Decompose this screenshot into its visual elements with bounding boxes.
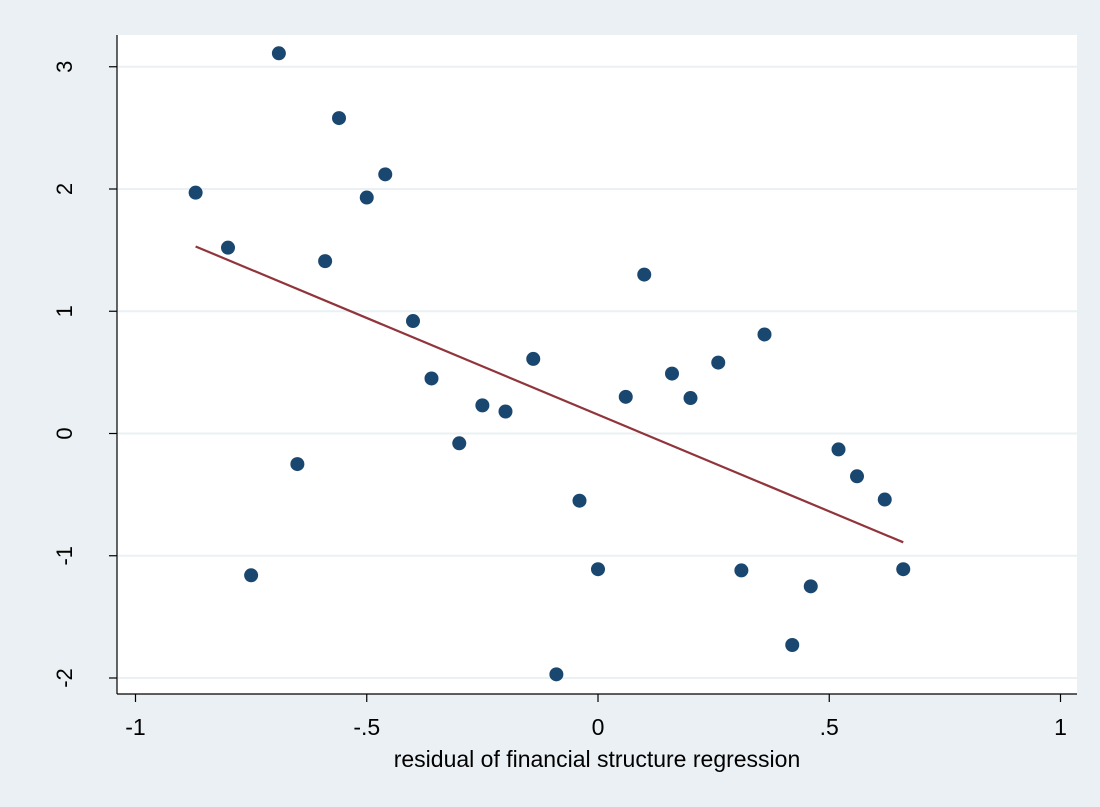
scatter-point — [318, 254, 333, 269]
scatter-point — [637, 267, 652, 282]
scatter-point — [406, 314, 420, 329]
scatter-point — [803, 579, 818, 594]
scatter-point — [424, 371, 439, 386]
gridlines — [118, 65, 1077, 679]
x-tick-label: -1 — [125, 714, 145, 740]
scatter-point — [850, 469, 864, 484]
x-tick-label: 1 — [1054, 714, 1067, 740]
scatter-point — [221, 240, 235, 255]
scatter-point — [683, 391, 698, 406]
scatter-point — [734, 563, 749, 578]
x-tick-label: 0 — [592, 714, 605, 740]
plot-area — [117, 35, 1077, 694]
scatter-point — [378, 167, 393, 182]
x-axis-title: residual of financial structure regressi… — [394, 746, 801, 772]
fitted-line-group — [195, 245, 904, 544]
scatter-point — [475, 398, 490, 413]
y-tick-label: 3 — [52, 61, 77, 73]
scatter-point — [757, 327, 772, 342]
scatter-point — [831, 442, 846, 457]
scatter-point — [332, 111, 346, 126]
scatter-point — [244, 568, 259, 583]
x-tick-label: .5 — [820, 714, 839, 740]
scatter-point — [785, 637, 800, 652]
scatter-point — [572, 493, 587, 508]
scatter-point — [271, 46, 286, 61]
scatter-point — [877, 492, 892, 507]
scatter-point — [618, 389, 633, 404]
scatter-point — [591, 562, 605, 577]
scatter-point — [452, 436, 467, 451]
scatter-point — [290, 457, 305, 472]
scatter-point — [359, 190, 374, 205]
y-tick-label: 1 — [52, 305, 77, 317]
y-tick-label: -2 — [52, 668, 77, 688]
scatter-point — [188, 185, 203, 200]
y-tick-label: 0 — [52, 427, 77, 439]
scatter-point — [665, 366, 679, 381]
scatter-point — [498, 404, 513, 419]
scatter-point — [711, 355, 726, 370]
axis-ticks: -2 -1 0 1 2 3 -1 -.5 0 .5 1 — [52, 61, 1067, 740]
scatter-point — [896, 562, 911, 577]
scatter-point — [526, 351, 541, 366]
scatter-point — [549, 667, 564, 682]
y-tick-label: -1 — [52, 546, 77, 566]
x-tick-label: -.5 — [353, 714, 380, 740]
scatter-points — [188, 46, 911, 682]
y-tick-label: 2 — [52, 183, 77, 195]
fitted-line — [195, 245, 904, 544]
